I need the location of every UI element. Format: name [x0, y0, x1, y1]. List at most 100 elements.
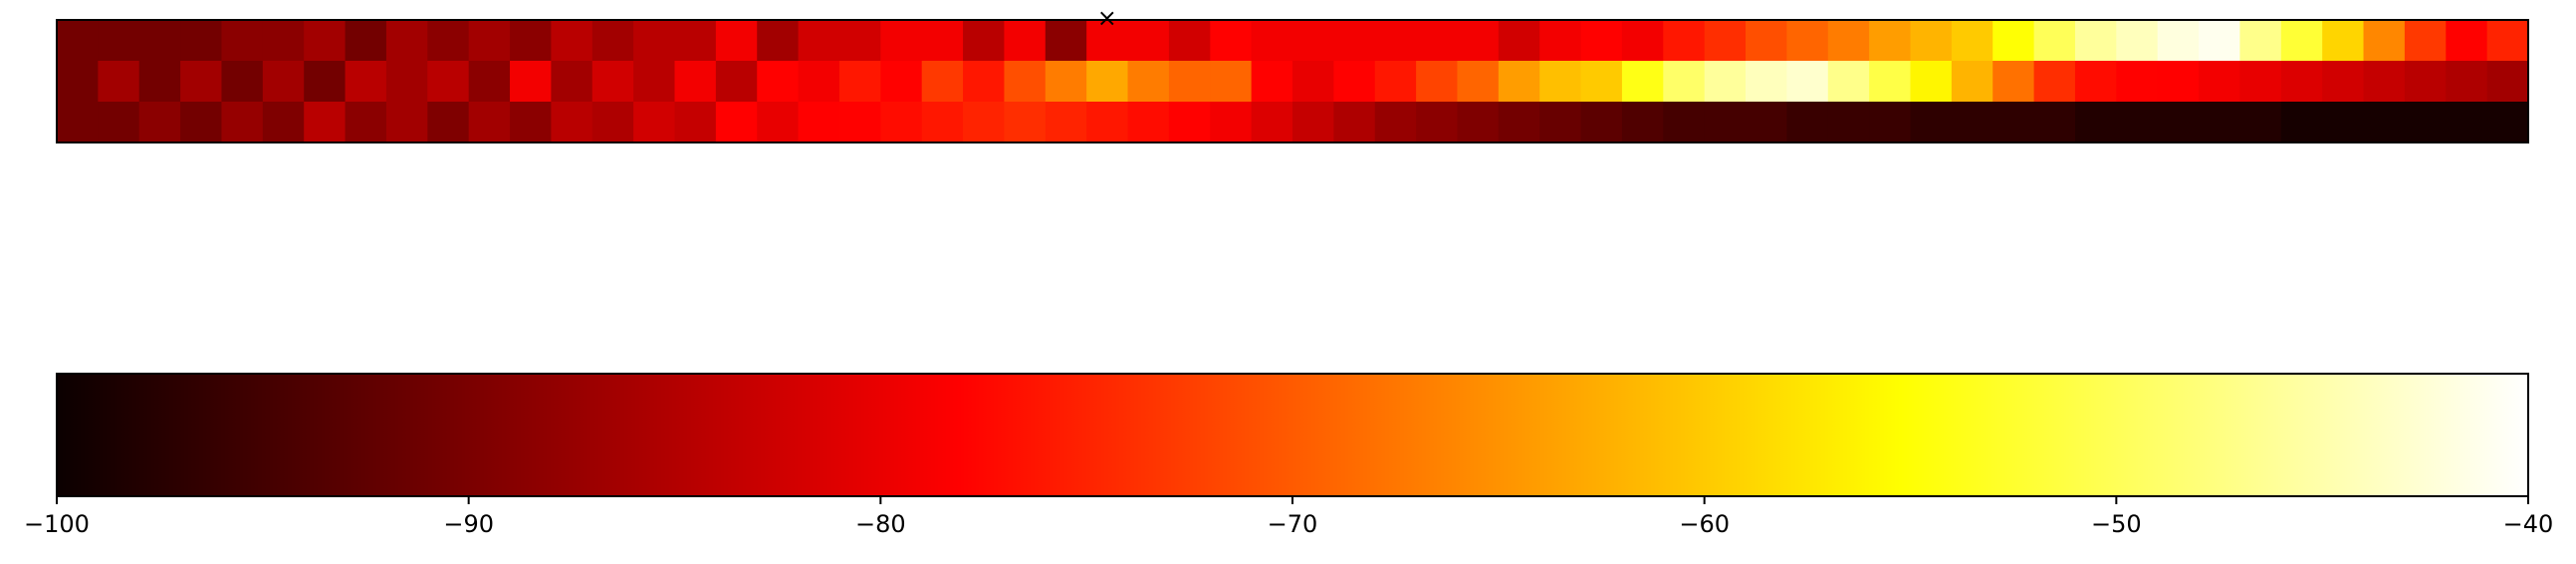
heatmap-cell [1045, 20, 1087, 62]
heatmap-cell [427, 61, 470, 103]
heatmap-cell [1168, 20, 1211, 62]
heatmap-cell [2239, 61, 2282, 103]
heatmap-cell [1210, 61, 1253, 103]
heatmap-cell [591, 102, 634, 143]
heatmap-cell [838, 102, 881, 143]
heatmap-cell [551, 20, 593, 62]
heatmap-cell [57, 61, 99, 103]
colorbar-tick-label: −40 [2503, 510, 2554, 538]
heatmap-cell [633, 20, 676, 62]
heatmap-cell [385, 102, 428, 143]
heatmap-cell [2074, 20, 2117, 62]
heatmap-cell [345, 102, 387, 143]
heatmap-cell [510, 102, 552, 143]
heatmap-cell [1539, 102, 1582, 143]
heatmap-cell [1951, 20, 1993, 62]
heatmap-cell [1910, 61, 1953, 103]
heatmap-cell [1663, 20, 1706, 62]
heatmap-cell [1869, 61, 1912, 103]
heatmap-cell [963, 20, 1006, 62]
heatmap-cell [1910, 20, 1953, 62]
heatmap-cell [2116, 20, 2159, 62]
heatmap-cell [921, 20, 964, 62]
heatmap-cell [880, 102, 923, 143]
colorbar-tick-label: −70 [1268, 510, 1318, 538]
heatmap-cell [1374, 102, 1417, 143]
colorbar: −100 −90 −80 −70 −60 −50 −40 [24, 373, 2554, 538]
heatmap-cell [1127, 61, 1170, 103]
heatmap-cell [385, 61, 428, 103]
heatmap-cell [1786, 61, 1829, 103]
heatmap-cell [2199, 61, 2241, 103]
heatmap-cell [1621, 61, 1664, 103]
heatmap-cell [1210, 102, 1253, 143]
heatmap-cell [2363, 61, 2406, 103]
heatmap-cell [963, 61, 1006, 103]
heatmap-cell [221, 20, 264, 62]
heatmap-cell [2404, 61, 2447, 103]
heatmap-cell [880, 61, 923, 103]
heatmap-cell [798, 102, 840, 143]
heatmap-cell [138, 20, 181, 62]
heatmap-cell [1498, 20, 1540, 62]
heatmap-cell [1457, 61, 1500, 103]
heatmap-cell [2280, 102, 2323, 143]
heatmap-cell [757, 61, 800, 103]
heatmap-frame [56, 19, 2529, 143]
heatmap-cell [1704, 20, 1747, 62]
heatmap-cell [2446, 102, 2488, 143]
heatmap-cell [2486, 20, 2529, 62]
heatmap-cell [1992, 61, 2035, 103]
heatmap-cell [385, 20, 428, 62]
heatmap-cell [221, 61, 264, 103]
heatmap-cell [1786, 20, 1829, 62]
heatmap-cell [1374, 20, 1417, 62]
heatmap-cell [1168, 61, 1211, 103]
heatmap-cell [2322, 20, 2365, 62]
heatmap-cell [1621, 102, 1664, 143]
heatmap-cell [2199, 102, 2241, 143]
heatmap-cell [921, 102, 964, 143]
heatmap-cell [304, 20, 347, 62]
heatmap-cell [98, 61, 140, 103]
heatmap-cell [2116, 102, 2159, 143]
heatmap-cell [262, 61, 305, 103]
heatmap-cell [1333, 102, 1376, 143]
heatmap-cell [2280, 61, 2323, 103]
heatmap-cell [2363, 102, 2406, 143]
heatmap-cell [880, 20, 923, 62]
heatmap-cell [1086, 20, 1129, 62]
heatmap-cell [1210, 20, 1253, 62]
heatmap-cell [1045, 61, 1087, 103]
heatmap-cell [1827, 61, 1870, 103]
heatmap-cell [1539, 61, 1582, 103]
heatmap-cell [1951, 61, 1993, 103]
heatmap-cell [1869, 20, 1912, 62]
heatmap-cell [633, 61, 676, 103]
heatmap-cell [510, 61, 552, 103]
heatmap-cell [2446, 61, 2488, 103]
heatmap-cell [1168, 102, 1211, 143]
heatmap-cell [1704, 102, 1747, 143]
heatmap-cell [1539, 20, 1582, 62]
heatmap-cell [1992, 102, 2035, 143]
heatmap-cell [1580, 102, 1623, 143]
heatmap-cell [1951, 102, 1993, 143]
heatmap-cell [2239, 102, 2282, 143]
heatmap-cell [1746, 61, 1787, 103]
heatmap-cell [98, 20, 140, 62]
heatmap-cell [57, 102, 99, 143]
heatmap-cell [1663, 61, 1706, 103]
heatmap-cell [1910, 102, 1953, 143]
heatmap-cell [1004, 102, 1047, 143]
heatmap-cell [1251, 20, 1293, 62]
colorbar-tick-label: −100 [24, 510, 90, 538]
heatmap-cell [715, 102, 758, 143]
heatmap-cell [1457, 20, 1500, 62]
heatmap-cell [1786, 102, 1829, 143]
heatmap-cell [551, 61, 593, 103]
heatmap-cell [674, 61, 717, 103]
heatmap-cells [57, 20, 2529, 143]
heatmap-cell [427, 102, 470, 143]
heatmap-cell [2033, 20, 2076, 62]
